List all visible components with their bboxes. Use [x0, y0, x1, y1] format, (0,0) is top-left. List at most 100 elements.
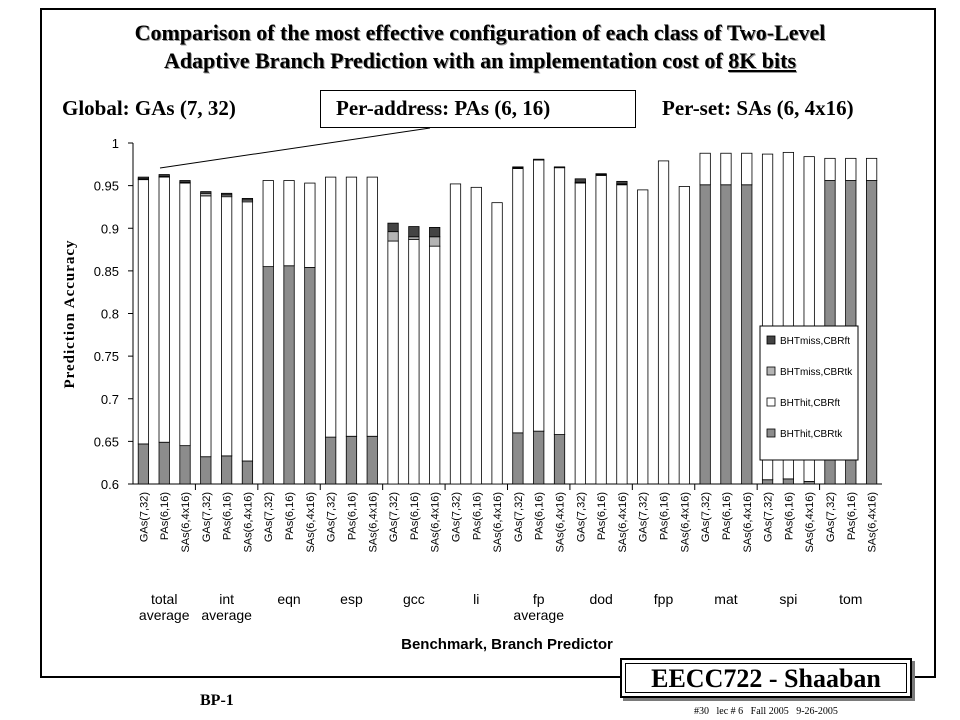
x-tick-label: SAs(6,4x16): [867, 492, 879, 553]
bar-segment-bhthit-cbrtk: [553, 434, 566, 485]
bar-segment-bhthit-cbrft: [262, 180, 274, 268]
bar-segment-bhthit-cbrtk: [512, 432, 524, 485]
x-tick-label: SAs(6,4x16): [242, 492, 254, 553]
bar-segment-bhtmiss-cbrft: [429, 226, 441, 238]
bar-segment-bhthit-cbrtk: [262, 266, 274, 485]
bar-segment-bhthit-cbrft: [824, 157, 836, 181]
bar-segment-bhthit-cbrft: [803, 156, 815, 482]
x-tick-label: SAs(6,4x16): [617, 492, 629, 553]
callout-line: [159, 127, 431, 169]
global-config-label: Global: GAs (7, 32): [62, 96, 236, 120]
y-tick-label: 0.6: [101, 477, 119, 492]
group-label: fpp: [654, 591, 674, 607]
bar-segment-bhtmiss-cbrtk: [553, 166, 566, 169]
bar-segment-bhthit-cbrft: [574, 182, 586, 485]
bar-segment-bhthit-cbrtk: [699, 184, 711, 485]
x-tick-label: SAs(6,4x16): [555, 492, 567, 553]
x-tick-label: GAs(7,32): [388, 492, 400, 542]
bar-segment-bhthit-cbrft: [470, 186, 482, 485]
x-tick-label: PAs(6,16): [846, 492, 858, 540]
bar-segment-bhtmiss-cbrtk: [387, 231, 399, 242]
bar-segment-bhthit-cbrtk: [137, 443, 150, 485]
group-label: mat: [714, 591, 737, 607]
y-tick-label: 1: [112, 136, 119, 151]
x-tick-label: GAs(7,32): [825, 492, 837, 542]
bar-segment-bhthit-cbrft: [761, 153, 774, 481]
bar-segment-bhthit-cbrtk: [325, 436, 337, 485]
group-label: average: [513, 607, 564, 623]
bar-segment-bhthit-cbrft: [179, 182, 191, 447]
bar-segment-bhthit-cbrft: [158, 176, 170, 443]
x-tick-label: SAs(6,4x16): [679, 492, 691, 553]
bar-segment-bhtmiss-cbrft: [179, 180, 191, 183]
bar-segment-bhthit-cbrtk: [741, 184, 753, 485]
bar-segment-bhthit-cbrft: [283, 180, 295, 267]
x-tick-label: PAs(6,16): [409, 492, 421, 540]
bar-segment-bhthit-cbrft: [512, 168, 524, 434]
bar-segment-bhthit-cbrft: [200, 195, 212, 458]
x-tick-label: GAs(7,32): [450, 492, 462, 542]
x-tick-label: GAs(7,32): [326, 492, 338, 542]
x-tick-label: GAs(7,32): [763, 492, 775, 542]
group-label: dod: [589, 591, 612, 607]
x-tick-label: SAs(6,4x16): [742, 492, 754, 553]
bar-segment-bhthit-cbrtk: [304, 267, 316, 485]
bar-segment-bhthit-cbrtk: [158, 441, 170, 485]
slide-number: BP-1: [200, 692, 234, 709]
bar-segment-bhthit-cbrft: [595, 174, 607, 485]
y-tick-label: 0.85: [94, 264, 119, 279]
x-tick-label: PAs(6,16): [471, 492, 483, 540]
x-tick-label: SAs(6,4x16): [305, 492, 317, 553]
y-tick-label: 0.9: [101, 221, 119, 236]
bar-segment-bhthit-cbrtk: [865, 180, 878, 485]
bar-segment-bhthit-cbrtk: [345, 435, 358, 485]
slide-title-line1: Comparison of the most effective configu…: [134, 20, 826, 45]
bar-segment-bhthit-cbrtk: [720, 184, 732, 485]
bar-segment-bhthit-cbrft: [553, 167, 566, 435]
group-label: int: [219, 591, 234, 607]
x-tick-label: GAs(7,32): [638, 492, 650, 542]
bar-segment-bhthit-cbrft: [616, 184, 628, 485]
bar-segment-bhthit-cbrft: [241, 201, 254, 462]
bar-segment-bhthit-cbrft: [720, 152, 732, 186]
group-label: average: [201, 607, 252, 623]
bar-segment-bhthit-cbrft: [533, 159, 545, 432]
legend-label: BHThit,CBRtk: [780, 429, 843, 440]
x-tick-label: GAs(7,32): [263, 492, 275, 542]
bar-segment-bhthit-cbrft: [429, 245, 441, 485]
course-footer-inner-border: [625, 663, 907, 693]
x-tick-label: GAs(7,32): [513, 492, 525, 542]
bar-segment-bhthit-cbrft: [491, 202, 503, 485]
legend-swatch: [766, 366, 776, 376]
bar-segment-bhthit-cbrft: [782, 151, 794, 480]
course-footer-box: EECC722 - Shaaban: [620, 658, 912, 698]
y-tick-label: 0.75: [94, 349, 119, 364]
bar-segment-bhthit-cbrft: [449, 183, 462, 485]
bar-segment-bhthit-cbrtk: [533, 430, 545, 485]
bar-segment-bhthit-cbrft: [325, 176, 337, 438]
bar-segment-bhtmiss-cbrft: [387, 222, 399, 233]
lecture-reference: #30 lec # 6 Fall 2005 9-26-2005: [694, 706, 838, 717]
x-tick-label: GAs(7,32): [138, 492, 150, 542]
x-tick-label: PAs(6,16): [159, 492, 171, 540]
bar-segment-bhtmiss-cbrft: [221, 192, 233, 196]
bar-segment-bhtmiss-cbrft: [200, 191, 212, 194]
bar-segment-bhthit-cbrft: [657, 160, 670, 485]
x-tick-label: GAs(7,32): [700, 492, 712, 542]
title-cost-underlined: 8K bits: [728, 48, 797, 73]
bar-segment-bhthit-cbrft: [699, 152, 711, 186]
group-label: total: [151, 591, 177, 607]
slide-title-line2: Adaptive Branch Prediction with an imple…: [40, 48, 920, 74]
x-tick-label: SAs(6,4x16): [804, 492, 816, 553]
x-tick-label: GAs(7,32): [201, 492, 213, 542]
y-tick-label: 0.7: [101, 392, 119, 407]
bar-segment-bhthit-cbrft: [221, 196, 233, 457]
x-tick-label: PAs(6,16): [222, 492, 234, 540]
bar-segment-bhtmiss-cbrtk: [429, 236, 441, 247]
x-tick-label: PAs(6,16): [284, 492, 296, 540]
x-tick-label: PAs(6,16): [534, 492, 546, 540]
per-set-config-label: Per-set: SAs (6, 4x16): [662, 96, 854, 120]
bar-segment-bhthit-cbrft: [345, 176, 358, 437]
bar-segment-bhthit-cbrtk: [782, 478, 794, 485]
